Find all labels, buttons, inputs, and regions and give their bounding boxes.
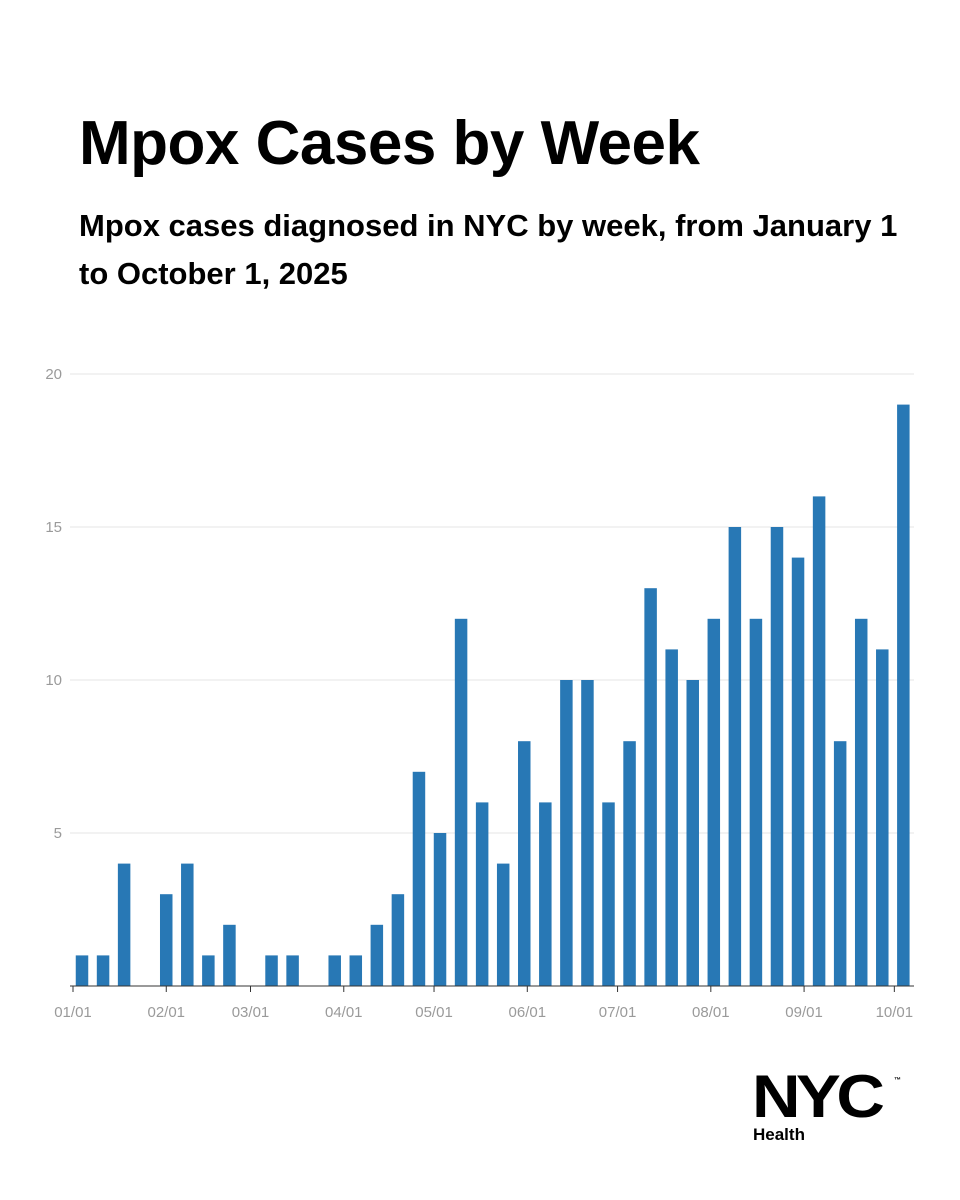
bar bbox=[181, 863, 194, 986]
bar bbox=[202, 955, 215, 986]
x-tick-label: 04/01 bbox=[325, 1004, 363, 1021]
bar bbox=[433, 833, 447, 986]
x-tick-label: 07/01 bbox=[599, 1004, 637, 1021]
bar bbox=[644, 588, 657, 986]
x-tick-label: 10/01 bbox=[876, 1004, 914, 1021]
bar bbox=[117, 863, 131, 986]
x-tick-label: 06/01 bbox=[509, 1004, 547, 1021]
x-tick-label: 02/01 bbox=[147, 1004, 185, 1021]
bar bbox=[686, 680, 699, 986]
logo-trademark: ™ bbox=[894, 1077, 901, 1084]
bar bbox=[475, 802, 489, 986]
bar bbox=[833, 741, 847, 986]
x-tick-label: 05/01 bbox=[415, 1004, 453, 1021]
bar bbox=[518, 741, 531, 986]
bar bbox=[707, 618, 721, 986]
bar bbox=[349, 955, 363, 986]
bar bbox=[854, 618, 868, 986]
bar bbox=[96, 955, 110, 986]
bar bbox=[412, 771, 426, 986]
bar bbox=[665, 649, 678, 986]
y-axis-ticks: 5 10 15 20 bbox=[45, 366, 62, 842]
bar bbox=[560, 680, 573, 986]
y-tick-label: 15 bbox=[45, 519, 62, 536]
bar bbox=[370, 924, 384, 986]
bar bbox=[581, 680, 594, 986]
bar bbox=[223, 924, 236, 986]
bar bbox=[791, 557, 805, 986]
bar bbox=[75, 955, 89, 986]
bar bbox=[812, 496, 826, 986]
bar bbox=[391, 894, 405, 986]
bar bbox=[623, 741, 636, 986]
bar bbox=[728, 527, 742, 986]
logo-subtitle: Health bbox=[753, 1125, 805, 1144]
bar bbox=[265, 955, 278, 986]
y-tick-label: 20 bbox=[45, 366, 62, 383]
y-tick-label: 10 bbox=[45, 672, 62, 689]
x-tick-label: 03/01 bbox=[232, 1004, 270, 1021]
bar-chart: 01/01 02/01 03/01 04/01 05/01 06/01 07/01 08/01… bbox=[45, 366, 914, 1021]
bar bbox=[454, 618, 468, 986]
chart-title: Mpox Cases by Week bbox=[79, 109, 700, 178]
bar bbox=[286, 955, 299, 986]
bar bbox=[159, 894, 173, 986]
bars bbox=[75, 404, 910, 987]
x-tick-label: 01/01 bbox=[54, 1004, 92, 1021]
nyc-health-logo: NYC ™ Health bbox=[752, 1065, 901, 1149]
y-tick-label: 5 bbox=[54, 825, 62, 842]
bar bbox=[496, 863, 510, 986]
bar bbox=[328, 955, 341, 986]
bar bbox=[876, 649, 889, 986]
bar bbox=[749, 618, 763, 986]
bar bbox=[770, 527, 784, 986]
x-tick-label: 09/01 bbox=[785, 1004, 823, 1021]
x-axis-ticks: 01/01 02/01 03/01 04/01 05/01 06/01 07/01 08/01… bbox=[54, 986, 913, 1021]
bar bbox=[539, 802, 552, 986]
x-tick-label: 08/01 bbox=[692, 1004, 730, 1021]
logo-wordmark: NYC bbox=[752, 1063, 885, 1130]
bar bbox=[897, 404, 910, 987]
chart-subtitle: Mpox cases diagnosed in NYC by week, fro… bbox=[79, 208, 898, 291]
bar bbox=[602, 802, 615, 986]
gridlines bbox=[70, 373, 914, 834]
